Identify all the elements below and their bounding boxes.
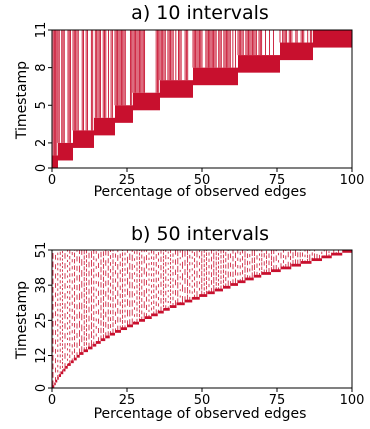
panel-b: b) 50 intervals 0 25 50 75 100 0 12 25 38 51 Per…: [14, 223, 364, 422]
panel-a-interval-band: [238, 55, 280, 73]
panel-b-interval-step: [96, 341, 101, 344]
panel-b-x-label: Percentage of observed edges: [94, 406, 307, 422]
panel-a-y-tick-label: 11: [34, 22, 49, 39]
panel-a-y-tick-label: 5: [34, 101, 49, 109]
panel-a-y-ticks: 0 2 5 8 11: [34, 22, 52, 172]
panel-b-interval-step: [176, 302, 185, 306]
panel-b-y-tick-label: 0: [34, 384, 49, 392]
panel-b-interval-step: [63, 368, 66, 372]
panel-a-interval-band: [73, 130, 94, 148]
panel-a-x-tick-label: 25: [119, 173, 136, 188]
panel-a-x-tick-label: 0: [48, 173, 56, 188]
panel-b-interval-step: [223, 285, 231, 289]
panel-b-interval-step: [70, 360, 74, 364]
panel-b-interval-step: [214, 288, 223, 292]
panel-a-title: a) 10 intervals: [131, 2, 269, 24]
panel-b-interval-step: [245, 277, 254, 281]
panel-b-x-tick-label: 25: [119, 393, 136, 408]
panel-b-interval-step: [192, 296, 200, 300]
panel-b-interval-step: [58, 374, 61, 377]
panel-a-interval-band: [115, 105, 133, 123]
panel-b-interval-step: [54, 382, 56, 386]
panel-b-interval-step: [261, 272, 271, 275]
panel-b-interval-step: [55, 379, 58, 383]
panel-b-interval-step: [253, 274, 262, 278]
panel-a-x-tick-label: 100: [340, 173, 365, 188]
panel-b-interval-step: [342, 250, 352, 253]
panel-b-interval-step: [100, 338, 106, 342]
panel-b-interval-step: [92, 343, 97, 347]
panel-b-x-tick-label: 75: [269, 393, 286, 408]
panel-a-interval-band: [133, 92, 160, 111]
panel-b-interval-step: [311, 258, 322, 262]
panel-a-x-tick-label: 50: [194, 173, 211, 188]
panel-a-x-tick-label: 75: [269, 173, 286, 188]
panel-a-interval-band: [94, 117, 115, 136]
panel-b-y-tick-label: 12: [34, 347, 49, 364]
panel-b-interval-step: [230, 283, 238, 286]
panel-b-axes-frame: [51, 249, 353, 389]
panel-b-interval-step: [145, 316, 152, 319]
panel-b-interval-step: [88, 346, 93, 350]
panel-b-interval-step: [76, 354, 80, 358]
panel-b-interval-step: [115, 330, 121, 333]
panel-a-interval-band: [313, 30, 352, 48]
panel-b-interval-step: [52, 385, 55, 388]
panel-b-interval-step: [133, 321, 139, 325]
panel-b-y-label: Timestamp: [14, 281, 30, 360]
panel-b-interval-step: [65, 365, 68, 369]
panel-a-interval-band: [58, 142, 73, 161]
panel-b-y-tick-label: 25: [34, 312, 49, 329]
panel-b-x-tick-label: 100: [340, 393, 365, 408]
panel-b-interval-step: [301, 261, 312, 264]
panel-b-interval-step: [169, 305, 177, 308]
panel-a-y-tick-label: 8: [34, 63, 49, 71]
panel-b-interval-step: [109, 332, 115, 336]
panel-a-x-label: Percentage of observed edges: [94, 184, 307, 200]
panel-a-interval-band: [280, 42, 313, 61]
panel-a-y-tick-label: 2: [34, 139, 49, 147]
panel-b-interval-step: [151, 313, 158, 317]
panel-b-interval-step: [291, 263, 301, 267]
panel-a-interval-band: [160, 80, 193, 98]
panel-b-interval-step: [184, 299, 193, 303]
panel-b-x-tick-label: 50: [194, 393, 211, 408]
panel-b-interval-step: [67, 363, 71, 366]
panel-b-plot: [52, 250, 352, 388]
panel-a-plot: [51, 30, 352, 168]
panel-b-interval-step: [331, 252, 343, 256]
panel-b-interval-step: [280, 266, 292, 270]
panel-a-interval-band: [193, 67, 238, 86]
panel-a-y-tick-label: 0: [34, 164, 49, 172]
panel-b-title: b) 50 intervals: [131, 223, 269, 245]
panel-b-interval-step: [121, 327, 127, 331]
panel-b-x-ticks: 0 25 50 75 100: [48, 388, 365, 408]
panel-b-interval-step: [271, 269, 281, 273]
panel-b-interval-step: [83, 349, 88, 353]
panel-b-interval-step: [105, 335, 110, 339]
panel-a-y-label: Timestamp: [14, 61, 30, 140]
panel-b-interval-step: [207, 291, 215, 295]
panel-a-interval-band: [52, 155, 58, 168]
panel-b-interval-step: [79, 352, 84, 355]
panel-b-x-tick-label: 0: [48, 393, 56, 408]
panel-b-interval-step: [157, 310, 164, 314]
panel-b-interval-step: [238, 280, 246, 284]
panel-b-interval-step: [57, 376, 59, 380]
panel-b-y-tick-label: 51: [34, 242, 49, 259]
panel-b-interval-step: [322, 255, 332, 259]
panel-b-interval-step: [163, 307, 170, 311]
panel-b-interval-step: [73, 357, 77, 361]
panel-b-interval-step: [61, 371, 64, 375]
panel-b-interval-step: [199, 294, 208, 297]
panel-b-y-tick-label: 38: [34, 277, 49, 294]
panel-a-x-ticks: 0 25 50 75 100: [48, 168, 365, 188]
panel-b-interval-step: [127, 324, 133, 328]
panel-b-y-ticks: 0 12 25 38 51: [34, 242, 52, 392]
